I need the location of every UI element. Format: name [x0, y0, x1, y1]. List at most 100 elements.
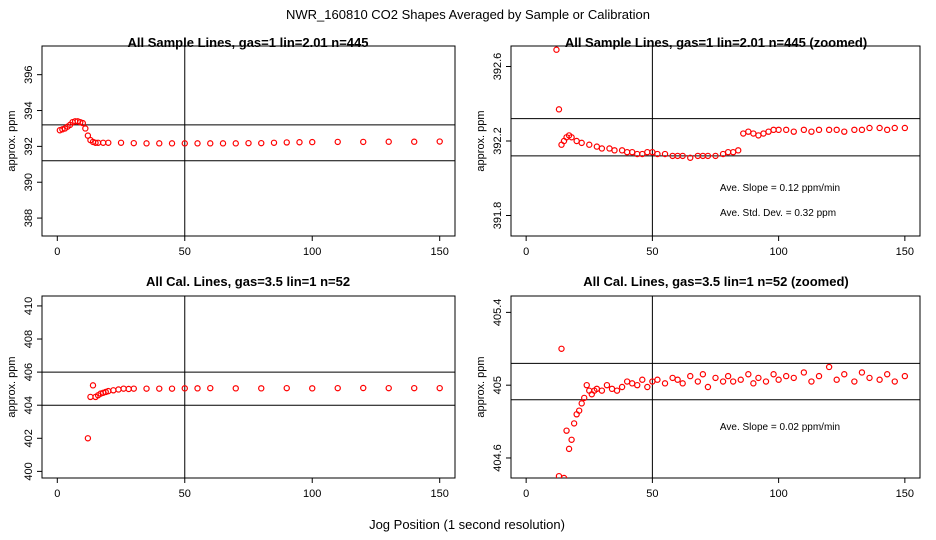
data-point — [608, 385, 616, 393]
data-point — [639, 376, 646, 383]
data-point — [841, 371, 848, 378]
data-point — [876, 124, 883, 132]
y-axis-label: approx. ppm — [6, 356, 18, 417]
data-point — [800, 369, 808, 376]
x-tick-label: 50 — [646, 246, 658, 258]
panel-3: All Cal. Lines, gas=3.5 lin=1 n=52 0 50 100… — [6, 274, 456, 500]
data-point — [654, 376, 661, 383]
y-tick-label: 396 — [23, 65, 35, 83]
data-point — [644, 148, 651, 156]
data-point — [411, 384, 418, 392]
data-point — [194, 140, 201, 147]
data-point — [858, 369, 866, 376]
data-point — [168, 385, 176, 392]
data-point — [156, 385, 163, 392]
y-axis-label: approx. ppm — [475, 356, 487, 417]
data-point — [130, 385, 137, 392]
data-point — [790, 128, 797, 135]
data-point — [258, 139, 265, 147]
data-point — [568, 134, 575, 141]
data-point — [207, 384, 214, 392]
data-point — [628, 380, 636, 387]
data-point — [553, 46, 560, 53]
data-point — [573, 137, 580, 145]
data-point — [674, 376, 681, 383]
data-point — [360, 138, 367, 146]
y-tick-label: 388 — [23, 209, 35, 227]
data-point — [745, 128, 752, 135]
data-point — [661, 150, 669, 158]
data-point — [833, 126, 840, 134]
data-point — [593, 143, 601, 150]
data-point — [770, 371, 777, 378]
data-point — [765, 128, 772, 135]
figure-title: NWR_160810 CO2 Shapes Averaged by Sample… — [286, 7, 650, 22]
data-point — [99, 139, 107, 146]
data-point — [194, 385, 201, 392]
data-point — [207, 140, 214, 147]
data-point — [891, 124, 898, 132]
y-tick-label: 404 — [23, 396, 35, 414]
x-tick-label: 150 — [896, 246, 914, 258]
data-point — [296, 139, 303, 146]
data-point — [866, 124, 873, 132]
data-point — [105, 139, 112, 146]
data-point — [901, 124, 909, 132]
data-points — [555, 345, 909, 478]
data-point — [762, 378, 770, 385]
data-point — [858, 126, 866, 134]
data-point — [115, 386, 122, 393]
y-tick-label: 405.4 — [492, 299, 504, 327]
data-point — [586, 141, 593, 148]
data-point — [719, 378, 727, 385]
plot-frame — [41, 45, 456, 237]
data-point — [825, 126, 833, 134]
data-point — [245, 139, 252, 147]
data-point — [334, 384, 341, 392]
panels: All Sample Lines, gas=1 lin=2.01 n=445 0 5… — [6, 35, 921, 500]
data-point — [729, 378, 737, 385]
data-point — [755, 374, 762, 382]
x-tick-label: 50 — [179, 246, 191, 258]
y-tick-label: 394 — [23, 101, 35, 119]
data-point — [770, 126, 777, 134]
data-point — [634, 381, 641, 389]
data-point — [120, 385, 127, 392]
data-point — [360, 384, 367, 392]
data-point — [558, 345, 565, 352]
data-point — [570, 420, 578, 427]
plot-frame — [510, 295, 921, 479]
x-tick-label: 100 — [303, 488, 321, 500]
data-point — [603, 381, 611, 389]
data-point — [825, 363, 833, 371]
data-point — [851, 126, 858, 134]
y-tick-label: 408 — [23, 330, 35, 348]
data-point — [782, 126, 790, 134]
panel-4: All Cal. Lines, gas=3.5 lin=1 n=52 (zoom… — [475, 274, 921, 500]
data-point — [745, 371, 752, 378]
data-point — [565, 445, 573, 453]
data-point — [679, 380, 686, 387]
data-point — [901, 372, 909, 380]
y-tick-label: 390 — [23, 173, 35, 191]
stat-annotation: Ave. Slope = 0.02 ppm/min — [720, 422, 840, 433]
data-point — [283, 384, 290, 392]
data-point — [876, 376, 883, 383]
data-point — [110, 387, 117, 394]
data-point — [168, 140, 176, 147]
y-axis-label: approx. ppm — [475, 110, 487, 171]
y-axis-label: approx. ppm — [6, 110, 18, 171]
data-point — [143, 140, 150, 147]
plot-frame — [41, 295, 456, 479]
data-point — [750, 130, 757, 137]
data-point — [623, 378, 631, 385]
figure-x-axis-label: Jog Position (1 second resolution) — [369, 517, 565, 532]
data-point — [334, 138, 341, 146]
data-point — [628, 148, 636, 156]
x-tick-label: 0 — [523, 246, 529, 258]
panel-title: All Sample Lines, gas=1 lin=2.01 n=445 (… — [565, 35, 867, 50]
data-point — [270, 139, 278, 146]
data-point — [654, 150, 661, 158]
y-tick-label: 410 — [23, 297, 35, 315]
